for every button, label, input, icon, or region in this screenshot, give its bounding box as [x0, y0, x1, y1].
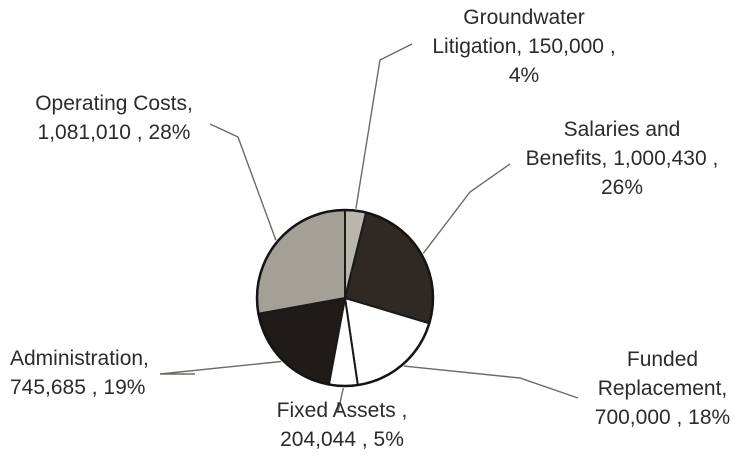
slice-label-operating-costs: Operating Costs, 1,081,010 , 28%: [4, 89, 224, 147]
slice-label-line: 204,044 , 5%: [280, 428, 404, 451]
slice-label-line: 4%: [508, 64, 540, 87]
slice-label-line: Fixed Assets ,: [276, 399, 408, 422]
slice-label-funded-replacement: Funded Replacement, 700,000 , 18%: [570, 345, 755, 432]
leader-line-administration: [159, 360, 282, 375]
slice-label-line: 700,000 , 18%: [594, 406, 731, 429]
slice-label-line: Salaries and: [563, 118, 681, 141]
slice-label-line: Groundwater: [463, 6, 585, 29]
slice-label-salaries-and-benefits: Salaries and Benefits, 1,000,430 , 26%: [492, 115, 752, 202]
leader-line-fixed-assets: [337, 387, 344, 413]
slice-label-line: Litigation, 150,000 ,: [432, 35, 616, 58]
slice-label-line: Replacement,: [597, 377, 728, 400]
pie-slices: [255, 208, 435, 388]
slice-label-groundwater-litigation: Groundwater Litigation, 150,000 , 4%: [404, 3, 644, 90]
slice-label-administration: Administration, 745,685 , 19%: [10, 344, 200, 402]
slice-label-fixed-assets: Fixed Assets , 204,044 , 5%: [252, 396, 432, 454]
slice-label-line: Benefits, 1,000,430 ,: [525, 147, 719, 170]
slice-label-line: 745,685 , 19%: [10, 376, 146, 399]
leader-lines: [159, 43, 579, 413]
leader-line-salaries-and-benefits: [422, 163, 511, 254]
leader-line-operating-costs: [209, 123, 277, 241]
slice-label-line: 1,081,010 , 28%: [37, 121, 191, 144]
pie-outline: [255, 208, 435, 388]
slice-label-line: 26%: [600, 176, 644, 199]
leader-line-groundwater-litigation: [355, 43, 413, 209]
slice-label-line: Operating Costs,: [35, 92, 193, 115]
slice-label-line: Funded: [626, 348, 699, 371]
slice-label-line: Administration,: [10, 347, 149, 370]
leader-line-funded-replacement: [403, 365, 579, 399]
